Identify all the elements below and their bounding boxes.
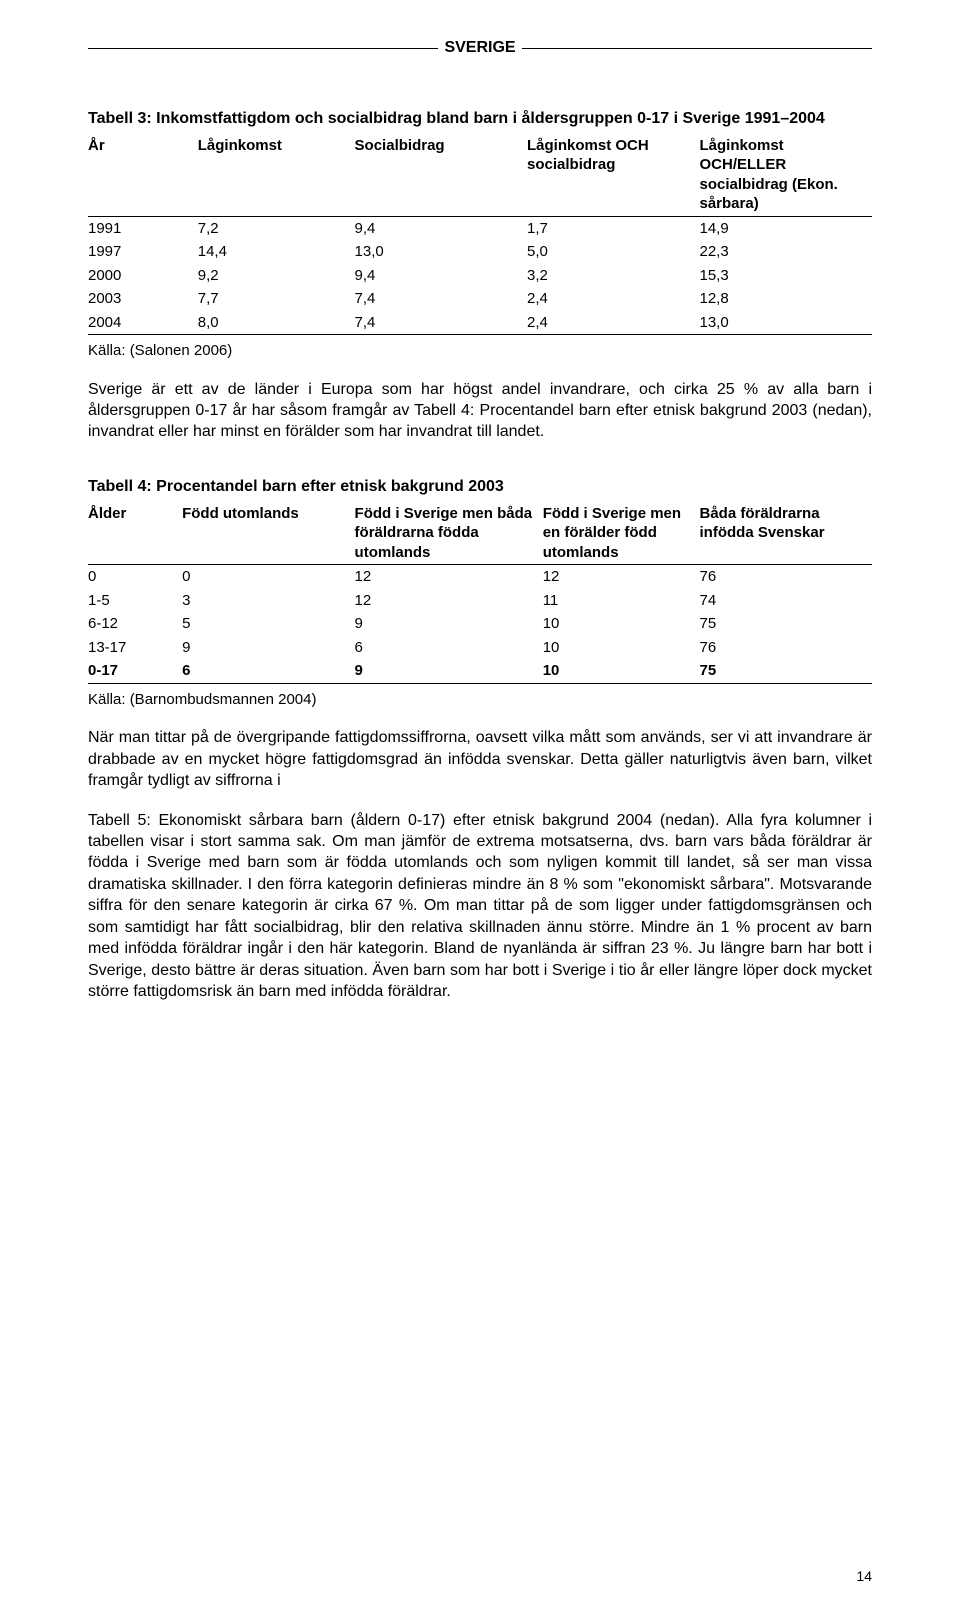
table-row: 00121276 xyxy=(88,565,872,589)
table-row: 6-12591075 xyxy=(88,612,872,636)
table-cell: 10 xyxy=(543,636,700,660)
paragraph-1: Sverige är ett av de länder i Europa som… xyxy=(88,379,872,443)
table-cell: 76 xyxy=(700,636,873,660)
table-cell: 2004 xyxy=(88,311,198,335)
table4-col-0: Ålder xyxy=(88,502,182,565)
paragraph-3: Tabell 5: Ekonomiskt sårbara barn (ålder… xyxy=(88,810,872,1003)
table-cell: 2,4 xyxy=(527,287,699,311)
header-title: SVERIGE xyxy=(438,38,521,59)
table-cell: 8,0 xyxy=(198,311,355,335)
table-cell: 3 xyxy=(182,589,354,613)
table-row: 1-53121174 xyxy=(88,589,872,613)
table-cell: 12 xyxy=(543,565,700,589)
table-cell: 1,7 xyxy=(527,216,699,240)
table3-col-1: Låginkomst xyxy=(198,134,355,217)
table-cell: 1997 xyxy=(88,240,198,264)
header-rule-left xyxy=(88,48,438,49)
table3-col-0: År xyxy=(88,134,198,217)
table-cell: 1991 xyxy=(88,216,198,240)
table-cell: 9 xyxy=(182,636,354,660)
table-cell: 13,0 xyxy=(355,240,527,264)
section-header: SVERIGE xyxy=(88,38,872,59)
table-cell: 5 xyxy=(182,612,354,636)
table-cell: 7,4 xyxy=(355,311,527,335)
table-cell: 75 xyxy=(700,612,873,636)
table-cell: 5,0 xyxy=(527,240,699,264)
page-number: 14 xyxy=(856,1567,872,1585)
table4-col-3: Född i Sverige men en förälder född utom… xyxy=(543,502,700,565)
table-cell: 14,4 xyxy=(198,240,355,264)
table4-title: Tabell 4: Procentandel barn efter etnisk… xyxy=(88,477,872,498)
table4: Ålder Född utomlands Född i Sverige men … xyxy=(88,502,872,684)
table3-col-2: Socialbidrag xyxy=(355,134,527,217)
table-cell: 6-12 xyxy=(88,612,182,636)
table-cell: 9,2 xyxy=(198,264,355,288)
table-row: 0-17691075 xyxy=(88,659,872,683)
table-cell: 74 xyxy=(700,589,873,613)
table3: År Låginkomst Socialbidrag Låginkomst OC… xyxy=(88,134,872,336)
table-cell: 9,4 xyxy=(355,264,527,288)
page: SVERIGE Tabell 3: Inkomstfattigdom och s… xyxy=(0,0,960,1613)
table-cell: 6 xyxy=(355,636,543,660)
table-cell: 13,0 xyxy=(699,311,872,335)
table-row: 13-17961076 xyxy=(88,636,872,660)
table3-col-3: Låginkomst OCH socialbidrag xyxy=(527,134,699,217)
table-row: 199714,413,05,022,3 xyxy=(88,240,872,264)
table-cell: 2,4 xyxy=(527,311,699,335)
table3-body: 19917,29,41,714,9199714,413,05,022,32000… xyxy=(88,216,872,335)
table3-source: Källa: (Salonen 2006) xyxy=(88,341,872,361)
table-cell: 9 xyxy=(355,612,543,636)
table-cell: 1-5 xyxy=(88,589,182,613)
table-cell: 76 xyxy=(700,565,873,589)
table-row: 20009,29,43,215,3 xyxy=(88,264,872,288)
table4-body: 001212761-531211746-1259107513-179610760… xyxy=(88,565,872,684)
table4-source: Källa: (Barnombudsmannen 2004) xyxy=(88,690,872,710)
header-rule-right xyxy=(522,48,872,49)
table-row: 20048,07,42,413,0 xyxy=(88,311,872,335)
table-cell: 3,2 xyxy=(527,264,699,288)
table-cell: 7,2 xyxy=(198,216,355,240)
table-row: 19917,29,41,714,9 xyxy=(88,216,872,240)
table-cell: 13-17 xyxy=(88,636,182,660)
table-cell: 75 xyxy=(700,659,873,683)
paragraph-2: När man tittar på de övergripande fattig… xyxy=(88,727,872,791)
table-cell: 0-17 xyxy=(88,659,182,683)
table-cell: 2003 xyxy=(88,287,198,311)
table4-col-4: Båda föräldrarna infödda Svenskar xyxy=(700,502,873,565)
table-cell: 15,3 xyxy=(699,264,872,288)
table4-col-1: Född utomlands xyxy=(182,502,354,565)
table-cell: 12 xyxy=(355,589,543,613)
table-cell: 10 xyxy=(543,659,700,683)
table3-col-4: Låginkomst OCH/ELLER socialbidrag (Ekon.… xyxy=(699,134,872,217)
table3-title: Tabell 3: Inkomstfattigdom och socialbid… xyxy=(88,109,872,130)
table-cell: 6 xyxy=(182,659,354,683)
table-cell: 12,8 xyxy=(699,287,872,311)
table-cell: 9,4 xyxy=(355,216,527,240)
table-cell: 22,3 xyxy=(699,240,872,264)
table-cell: 7,7 xyxy=(198,287,355,311)
table4-col-2: Född i Sverige men båda föräldrarna född… xyxy=(355,502,543,565)
table-cell: 0 xyxy=(88,565,182,589)
table-cell: 2000 xyxy=(88,264,198,288)
table-cell: 10 xyxy=(543,612,700,636)
table-cell: 12 xyxy=(355,565,543,589)
table-row: 20037,77,42,412,8 xyxy=(88,287,872,311)
table3-header-row: År Låginkomst Socialbidrag Låginkomst OC… xyxy=(88,134,872,217)
table-cell: 9 xyxy=(355,659,543,683)
table-cell: 7,4 xyxy=(355,287,527,311)
table-cell: 14,9 xyxy=(699,216,872,240)
table4-header-row: Ålder Född utomlands Född i Sverige men … xyxy=(88,502,872,565)
table-cell: 11 xyxy=(543,589,700,613)
table-cell: 0 xyxy=(182,565,354,589)
